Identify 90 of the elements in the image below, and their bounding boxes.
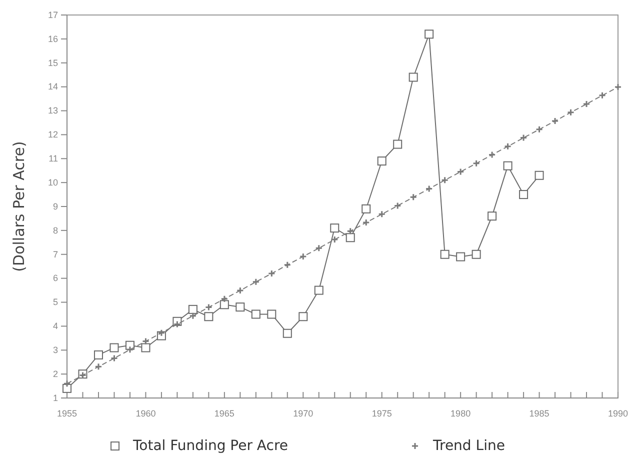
point [424,30,434,39]
y-tick-label: 17 [48,10,58,20]
y-tick-label: 8 [52,225,58,236]
y-tick-label: 3 [52,345,58,356]
point [173,320,181,328]
y-tick-label: 12 [48,130,58,140]
point [62,384,72,393]
point [252,278,260,286]
point [94,362,102,370]
point [220,300,229,310]
y-tick-label: 15 [48,58,58,68]
point [330,236,338,244]
point [236,302,245,312]
y-tick-label: 9 [52,201,58,212]
x-tick-label: 1955 [56,408,78,418]
point [377,156,386,166]
y-tick-label: 14 [48,82,58,92]
point [378,210,386,218]
point [282,328,292,338]
point [189,312,197,320]
point [142,338,150,346]
legend-label: Trend Line [432,438,505,454]
y-tick-label: 1 [52,392,58,403]
point [299,252,307,260]
point [519,190,528,200]
point [63,380,71,388]
point [346,233,355,242]
point [268,270,276,278]
x-tick-label: 1970 [293,408,314,418]
point [298,312,308,322]
point [598,92,606,100]
point [126,346,134,354]
point [410,193,418,201]
point [393,140,402,149]
point [220,295,228,303]
point [330,224,340,233]
y-tick-label: 10 [48,177,58,188]
point [408,72,418,82]
point [614,83,622,91]
x-tick-label: 1965 [214,408,234,418]
point [488,212,497,221]
point [440,250,450,259]
x-tick-label: 1960 [136,408,156,418]
point [251,310,260,319]
point [204,304,212,312]
y-tick-label: 6 [52,273,58,284]
point [267,310,276,319]
point [346,227,354,235]
point [488,151,496,159]
point [204,312,214,322]
point [582,100,590,108]
point [94,350,103,360]
point [236,286,244,294]
y-tick-label: 11 [48,154,58,164]
x-tick-label: 1980 [450,408,471,418]
y-tick-label: 5 [52,297,58,308]
y-tick-label: 2 [52,368,58,379]
point [520,134,528,142]
point [456,252,466,262]
point [362,204,371,214]
point [534,170,544,180]
point [284,261,292,269]
y-tick-label: 7 [52,249,58,260]
point [567,108,575,116]
point [110,343,119,352]
point [441,176,449,184]
point [504,142,512,150]
point [141,343,150,352]
point [425,185,433,193]
point [551,117,559,125]
y-tick-label: 13 [48,106,58,116]
x-tick-label: 1990 [608,408,628,418]
point [362,218,370,226]
point [158,329,166,337]
y-tick-label: 4 [52,321,58,332]
x-tick-label: 1985 [529,408,550,418]
point [472,160,480,168]
point [394,202,402,210]
point [314,286,324,295]
legend-label: Total Funding Per Acre [132,438,288,454]
point [188,304,198,314]
x-tick-label: 1975 [372,408,392,418]
point [110,354,118,362]
point [315,244,323,252]
point [472,250,481,259]
point [456,168,464,176]
point [536,126,544,134]
y-tick-label: 16 [48,34,58,44]
y-axis-title: (Dollars Per Acre) [10,141,28,272]
point [503,161,512,170]
